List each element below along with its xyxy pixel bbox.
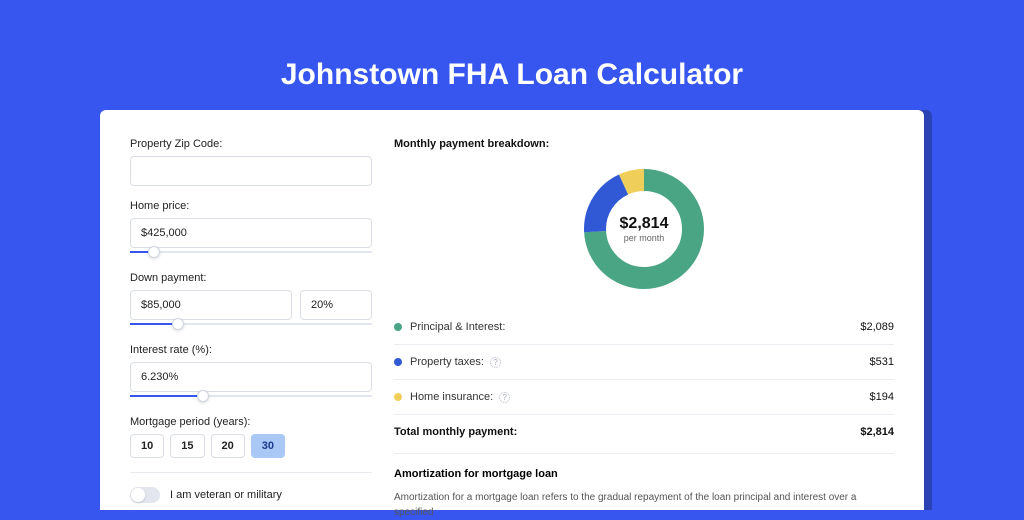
mortgage-period-group: Mortgage period (years): 1015 2030	[130, 416, 372, 458]
interest-rate-input[interactable]	[130, 362, 372, 392]
donut-wrap: $2,814 per month	[394, 160, 894, 310]
down-payment-pct-input[interactable]	[300, 290, 372, 320]
total-label: Total monthly payment:	[394, 426, 860, 438]
info-icon[interactable]: ?	[499, 392, 510, 403]
breakdown-title: Monthly payment breakdown:	[394, 138, 894, 150]
home-price-label: Home price:	[130, 200, 372, 212]
legend-dot-icon	[394, 393, 402, 401]
info-icon[interactable]: ?	[490, 357, 501, 368]
interest-rate-label: Interest rate (%):	[130, 344, 372, 356]
total-value: $2,814	[860, 426, 894, 438]
breakdown-column: Monthly payment breakdown: $2,814 per mo…	[394, 138, 894, 510]
amortization-section: Amortization for mortgage loan Amortizat…	[394, 453, 894, 520]
legend-label: Property taxes:?	[410, 356, 870, 368]
amortization-title: Amortization for mortgage loan	[394, 468, 894, 480]
down-payment-slider[interactable]	[130, 318, 372, 330]
calculator-panel: Property Zip Code: Home price: Down paym…	[100, 110, 924, 510]
veteran-row: I am veteran or military	[130, 472, 372, 503]
legend-label: Home insurance:?	[410, 391, 870, 403]
payment-donut-chart: $2,814 per month	[581, 166, 707, 292]
form-column: Property Zip Code: Home price: Down paym…	[130, 138, 372, 510]
mortgage-period-pill-10[interactable]: 10	[130, 434, 164, 458]
legend-label: Principal & Interest:	[410, 321, 860, 333]
donut-value: $2,814	[620, 215, 669, 233]
interest-rate-group: Interest rate (%):	[130, 344, 372, 402]
down-payment-label: Down payment:	[130, 272, 372, 284]
mortgage-period-pill-20[interactable]: 20	[211, 434, 245, 458]
home-price-slider[interactable]	[130, 246, 372, 258]
legend: Principal & Interest:$2,089Property taxe…	[394, 310, 894, 414]
legend-dot-icon	[394, 358, 402, 366]
legend-row: Home insurance:?$194	[394, 379, 894, 414]
down-payment-input[interactable]	[130, 290, 292, 320]
legend-dot-icon	[394, 323, 402, 331]
home-price-group: Home price:	[130, 200, 372, 258]
slider-thumb[interactable]	[172, 318, 184, 330]
slider-thumb[interactable]	[197, 390, 209, 402]
mortgage-period-pill-15[interactable]: 15	[170, 434, 204, 458]
zip-field-group: Property Zip Code:	[130, 138, 372, 186]
legend-row: Property taxes:?$531	[394, 344, 894, 379]
legend-value: $531	[870, 356, 894, 368]
veteran-toggle[interactable]	[130, 487, 160, 503]
legend-total-row: Total monthly payment: $2,814	[394, 414, 894, 449]
down-payment-group: Down payment:	[130, 272, 372, 330]
mortgage-period-options: 1015 2030	[130, 434, 372, 458]
page-title: Johnstown FHA Loan Calculator	[0, 0, 1024, 110]
zip-label: Property Zip Code:	[130, 138, 372, 150]
mortgage-period-pill-30[interactable]: 30	[251, 434, 285, 458]
slider-thumb[interactable]	[148, 246, 160, 258]
legend-row: Principal & Interest:$2,089	[394, 310, 894, 344]
veteran-label: I am veteran or military	[170, 489, 282, 501]
home-price-input[interactable]	[130, 218, 372, 248]
donut-label: per month	[620, 233, 669, 243]
amortization-body: Amortization for a mortgage loan refers …	[394, 490, 894, 520]
zip-input[interactable]	[130, 156, 372, 186]
legend-value: $194	[870, 391, 894, 403]
interest-rate-slider[interactable]	[130, 390, 372, 402]
mortgage-period-label: Mortgage period (years):	[130, 416, 372, 428]
legend-value: $2,089	[860, 321, 894, 333]
